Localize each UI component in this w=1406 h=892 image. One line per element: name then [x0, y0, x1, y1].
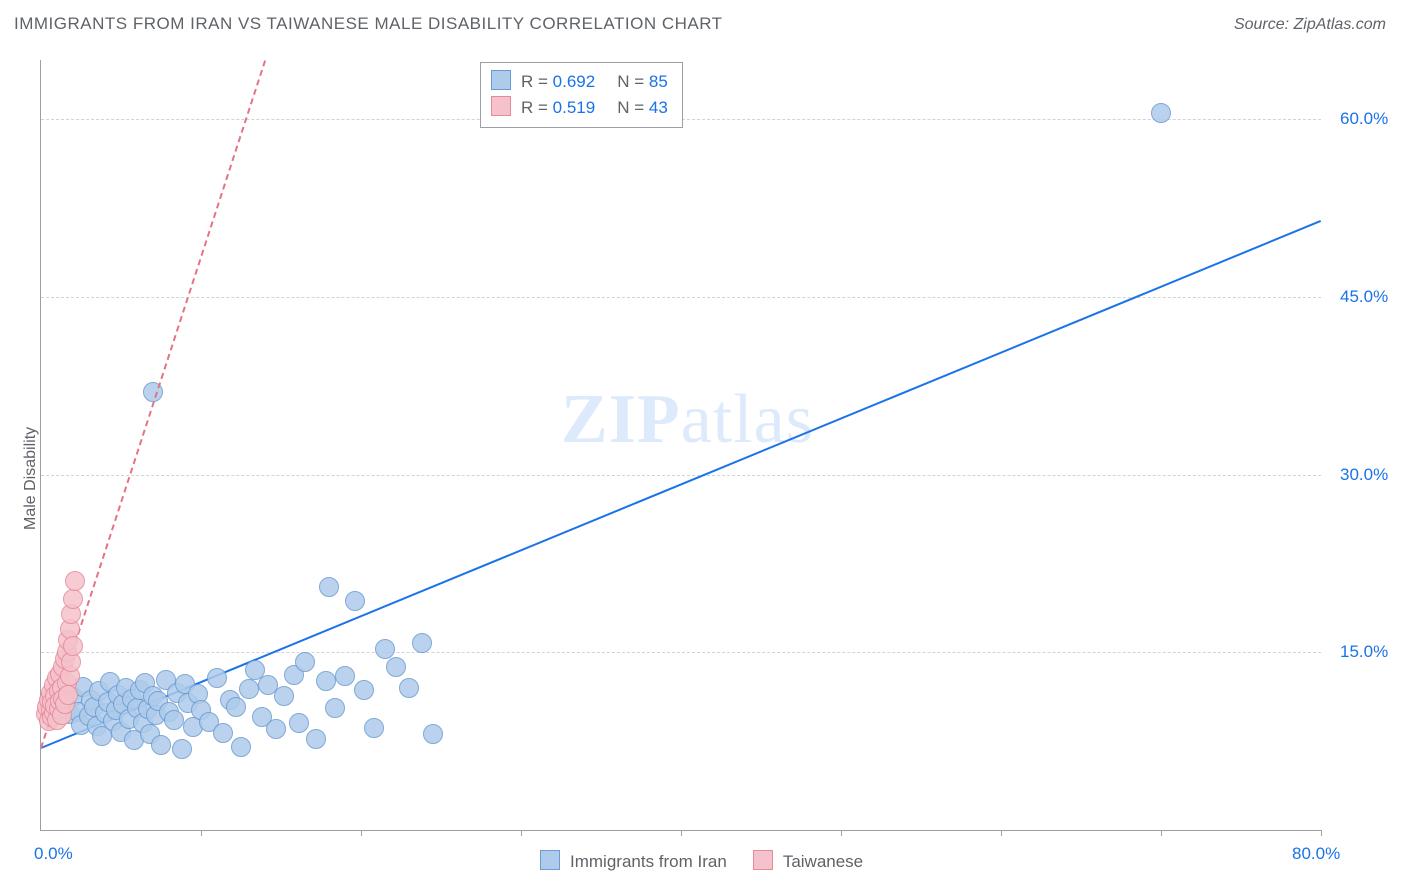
source-label: Source:	[1234, 16, 1294, 33]
legend-item: Taiwanese	[753, 852, 863, 871]
watermark-heavy: ZIP	[561, 381, 681, 458]
y-tick-label: 60.0%	[1340, 109, 1388, 129]
data-point	[231, 737, 251, 757]
source-name: ZipAtlas.com	[1294, 16, 1386, 33]
data-point	[412, 633, 432, 653]
r-value: 0.519	[553, 98, 596, 117]
x-tick-mark	[1161, 830, 1162, 836]
legend-swatch	[540, 850, 560, 870]
n-value: 43	[649, 98, 668, 117]
y-axis-label: Male Disability	[22, 427, 40, 530]
data-point	[65, 571, 85, 591]
r-value: 0.692	[553, 72, 596, 91]
data-point	[319, 577, 339, 597]
series-legend: Immigrants from Iran Taiwanese	[540, 850, 889, 872]
chart-title: IMMIGRANTS FROM IRAN VS TAIWANESE MALE D…	[14, 14, 723, 34]
legend-swatch	[491, 70, 511, 90]
r-label: R =	[521, 98, 553, 117]
data-point	[226, 697, 246, 717]
data-point	[213, 723, 233, 743]
correlation-legend: R = 0.692 N = 85 R = 0.519 N = 43	[480, 62, 683, 128]
data-point	[375, 639, 395, 659]
x-tick-mark	[681, 830, 682, 836]
x-tick-mark	[1001, 830, 1002, 836]
data-point	[274, 686, 294, 706]
x-tick-label: 0.0%	[34, 844, 73, 864]
data-point	[295, 652, 315, 672]
watermark-light: atlas	[681, 381, 814, 458]
data-point	[335, 666, 355, 686]
data-point	[325, 698, 345, 718]
chart-frame: IMMIGRANTS FROM IRAN VS TAIWANESE MALE D…	[0, 0, 1406, 892]
x-tick-mark	[841, 830, 842, 836]
legend-swatch	[491, 96, 511, 116]
data-point	[239, 679, 259, 699]
trend-line	[41, 220, 1322, 749]
n-label: N =	[617, 72, 649, 91]
legend-row: R = 0.519 N = 43	[491, 95, 668, 121]
watermark: ZIPatlas	[561, 380, 814, 460]
data-point	[423, 724, 443, 744]
data-point	[306, 729, 326, 749]
legend-label: Taiwanese	[783, 852, 863, 871]
x-tick-label: 80.0%	[1292, 844, 1340, 864]
data-point	[345, 591, 365, 611]
legend-label: Immigrants from Iran	[570, 852, 727, 871]
legend-item: Immigrants from Iran	[540, 852, 727, 871]
y-tick-label: 30.0%	[1340, 465, 1388, 485]
data-point	[386, 657, 406, 677]
data-point	[172, 739, 192, 759]
legend-swatch	[753, 850, 773, 870]
plot-area: ZIPatlas	[40, 60, 1321, 831]
x-tick-mark	[521, 830, 522, 836]
y-tick-label: 15.0%	[1340, 642, 1388, 662]
source-attribution: Source: ZipAtlas.com	[1234, 16, 1386, 34]
gridline	[41, 475, 1321, 476]
n-label: N =	[617, 98, 649, 117]
data-point	[164, 710, 184, 730]
data-point	[63, 636, 83, 656]
gridline	[41, 652, 1321, 653]
data-point	[289, 713, 309, 733]
x-tick-mark	[361, 830, 362, 836]
data-point	[364, 718, 384, 738]
legend-row: R = 0.692 N = 85	[491, 69, 668, 95]
data-point	[266, 719, 286, 739]
data-point	[1151, 103, 1171, 123]
data-point	[354, 680, 374, 700]
y-tick-label: 45.0%	[1340, 287, 1388, 307]
data-point	[399, 678, 419, 698]
r-label: R =	[521, 72, 553, 91]
x-tick-mark	[1321, 830, 1322, 836]
data-point	[207, 668, 227, 688]
n-value: 85	[649, 72, 668, 91]
x-tick-mark	[201, 830, 202, 836]
data-point	[316, 671, 336, 691]
data-point	[63, 589, 83, 609]
data-point	[151, 735, 171, 755]
